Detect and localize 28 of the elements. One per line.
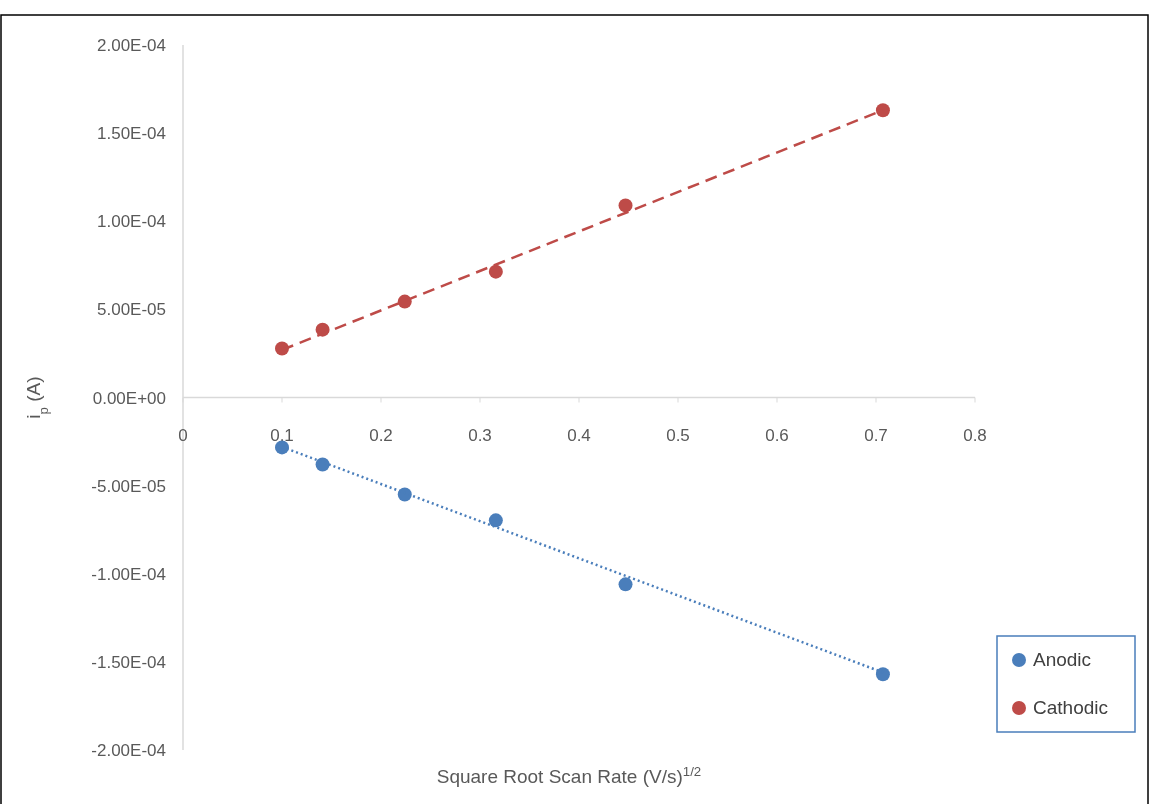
point [875, 103, 890, 118]
y-tick-label: -5.00E-05 [91, 476, 166, 496]
point [618, 577, 633, 592]
x-tick-label: 0.8 [963, 425, 987, 445]
y-tick-label: 1.50E-04 [97, 124, 166, 144]
y-tick-label: -1.50E-04 [91, 652, 166, 672]
y-tick-label: -2.00E-04 [91, 741, 166, 760]
point [618, 198, 633, 213]
x-axis-title: Square Root Scan Rate (V/s)$^{1/2}$ [436, 763, 702, 787]
y-tick-label: 5.00E-05 [97, 300, 166, 320]
x-tick-label: 0.5 [666, 425, 690, 445]
x-tick-label: 0.4 [567, 425, 591, 445]
x-tick-label: 0 [178, 425, 188, 445]
x-tick-label: 0.3 [468, 425, 492, 445]
point [488, 513, 503, 528]
y-tick-label: 0.00E+00 [92, 388, 166, 408]
point [875, 667, 890, 682]
x-tick-label: 0.7 [864, 425, 888, 445]
y-tick-label: 2.00E-04 [97, 36, 166, 55]
legend-label: Anodic [1033, 649, 1092, 670]
x-tick-label: 0.6 [765, 425, 789, 445]
y-tick-label: -1.00E-04 [91, 564, 166, 584]
point [275, 440, 289, 455]
legend-label: Cathodic [1033, 697, 1108, 718]
y-tick-label: 1.00E-04 [97, 212, 166, 232]
x-tick-label: 0.1 [270, 425, 294, 445]
x-tick-label: 0.2 [369, 425, 393, 445]
point [488, 264, 503, 279]
